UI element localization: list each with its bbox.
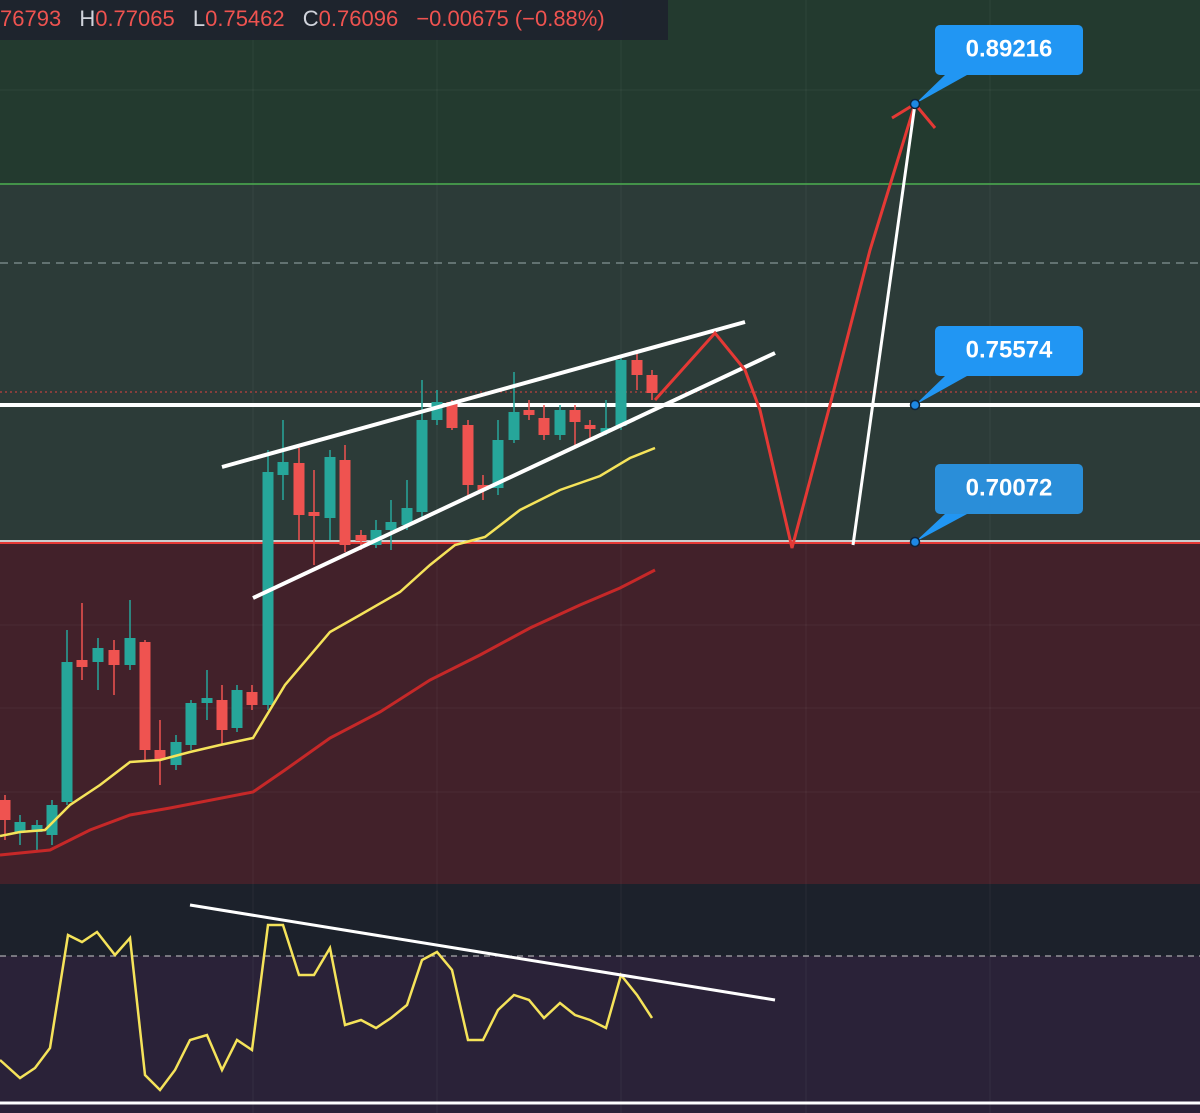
anchor-point (909, 536, 921, 548)
price-label: 0.89216 (966, 35, 1053, 62)
candle-body (370, 530, 382, 545)
candle-body (324, 457, 336, 518)
candle-body (308, 512, 320, 516)
price-labels: 0.89216 0.75574 0.70072 (909, 25, 1083, 548)
change: −0.00675 (−0.88%) (416, 6, 604, 31)
candle-body (14, 822, 26, 832)
candle-body (46, 805, 58, 835)
candle-body (201, 698, 213, 703)
price-label: 0.75574 (966, 336, 1053, 363)
label-pointer (915, 514, 967, 542)
open: 76793 (0, 6, 61, 31)
rsi-band (0, 956, 1200, 1113)
moving-average (0, 446, 656, 838)
candle-body (92, 648, 104, 662)
candle-body (231, 690, 243, 728)
label-pointer (915, 376, 967, 405)
candle-body (61, 662, 73, 802)
candle-body (170, 742, 182, 765)
candle-body (385, 522, 397, 530)
candle-body (631, 360, 643, 375)
candles (0, 352, 658, 850)
candle-body (600, 428, 612, 432)
label-pointer (915, 75, 967, 104)
rsi-trendline (189, 903, 776, 1002)
low: 0.75462 (205, 6, 285, 31)
candle-body (31, 825, 43, 832)
high: 0.77065 (95, 6, 175, 31)
rsi-line (0, 923, 654, 1092)
candle-body (477, 485, 489, 490)
trendlines (221, 320, 776, 600)
candle-body (108, 650, 120, 665)
moving-average (0, 568, 656, 857)
price-label: 0.70072 (966, 474, 1053, 501)
projection (851, 103, 917, 546)
rsi-top (0, 884, 1200, 956)
candle-body (523, 410, 535, 415)
candle-body (646, 375, 658, 393)
label-box (935, 25, 1083, 75)
high-prefix: H (79, 6, 95, 31)
legend-bg (0, 0, 668, 40)
candle-body (246, 692, 258, 705)
close-prefix: C (303, 6, 319, 31)
candle-body (508, 412, 520, 440)
projection (653, 103, 917, 549)
candle-body (584, 425, 596, 429)
candle-body (293, 463, 305, 515)
candle-body (462, 425, 474, 485)
candle-body (446, 402, 458, 428)
candle-body (216, 700, 228, 730)
zone-red (0, 542, 1200, 884)
candle-body (416, 420, 428, 512)
candle-body (154, 750, 166, 760)
candle-body (569, 410, 581, 422)
candle-body (615, 360, 627, 426)
candle-body (185, 703, 197, 745)
candle-body (355, 535, 367, 541)
candle-body (339, 460, 351, 545)
label-box (935, 464, 1083, 514)
candle-body (492, 440, 504, 488)
candle-body (76, 660, 88, 667)
candle-body (401, 508, 413, 525)
candle-body (262, 472, 274, 705)
low-prefix: L (193, 6, 205, 31)
candle-body (431, 402, 443, 420)
candle-body (554, 410, 566, 435)
candle-body (124, 638, 136, 665)
candle-body (538, 418, 550, 435)
label-box (935, 326, 1083, 376)
candle-body (277, 462, 289, 475)
candle-body (139, 642, 151, 750)
anchor-point (909, 98, 921, 110)
close: 0.76096 (319, 6, 399, 31)
ohlc-legend: 76793 H0.77065 L0.75462 C0.76096 −0.0067… (0, 6, 605, 31)
anchor-point (909, 399, 921, 411)
candle-body (0, 800, 11, 820)
